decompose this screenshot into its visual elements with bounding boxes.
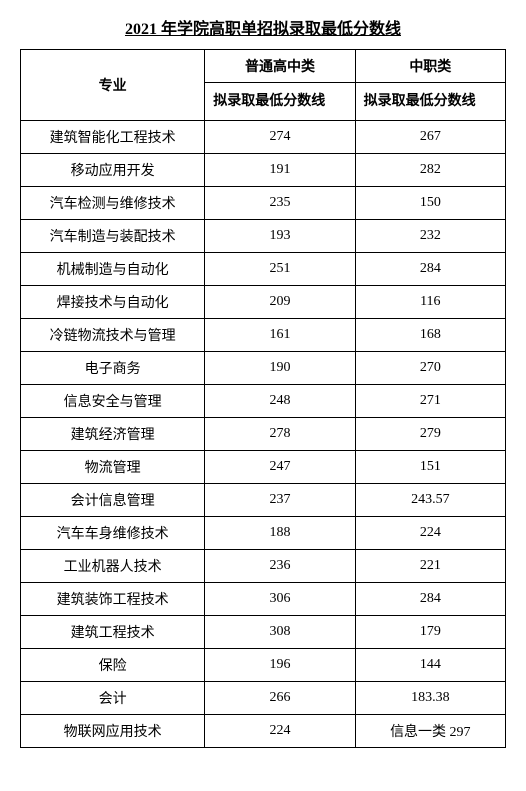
cell-score-1: 235 [205,187,355,220]
cell-major: 物联网应用技术 [21,715,205,748]
table-row: 汽车检测与维修技术235150 [21,187,506,220]
cell-score-1: 306 [205,583,355,616]
table-row: 汽车车身维修技术188224 [21,517,506,550]
cell-major: 保险 [21,649,205,682]
cell-score-1: 278 [205,418,355,451]
cell-major: 移动应用开发 [21,154,205,187]
cell-score-2: 243.57 [355,484,505,517]
table-row: 建筑装饰工程技术306284 [21,583,506,616]
cell-major: 物流管理 [21,451,205,484]
cell-score-2: 270 [355,352,505,385]
table-row: 焊接技术与自动化209116 [21,286,506,319]
table-row: 建筑经济管理278279 [21,418,506,451]
cell-score-2: 183.38 [355,682,505,715]
header-sub-2: 拟录取最低分数线 [355,83,505,121]
cell-major: 工业机器人技术 [21,550,205,583]
cell-major: 汽车车身维修技术 [21,517,205,550]
cell-score-2: 信息一类 297 [355,715,505,748]
table-row: 会计266183.38 [21,682,506,715]
cell-major: 汽车制造与装配技术 [21,220,205,253]
cell-major: 会计 [21,682,205,715]
cell-score-1: 274 [205,121,355,154]
table-row: 移动应用开发191282 [21,154,506,187]
table-row: 会计信息管理237243.57 [21,484,506,517]
table-row: 建筑工程技术308179 [21,616,506,649]
table-row: 建筑智能化工程技术274267 [21,121,506,154]
cell-major: 建筑智能化工程技术 [21,121,205,154]
cell-score-1: 266 [205,682,355,715]
cell-score-2: 221 [355,550,505,583]
cell-score-1: 247 [205,451,355,484]
cell-score-1: 248 [205,385,355,418]
table-header-row-1: 专业 普通高中类 中职类 [21,50,506,83]
score-table: 专业 普通高中类 中职类 拟录取最低分数线 拟录取最低分数线 建筑智能化工程技术… [20,49,506,748]
cell-score-1: 237 [205,484,355,517]
table-row: 物联网应用技术224信息一类 297 [21,715,506,748]
cell-major: 汽车检测与维修技术 [21,187,205,220]
cell-score-2: 150 [355,187,505,220]
cell-score-2: 279 [355,418,505,451]
cell-score-1: 161 [205,319,355,352]
cell-score-2: 267 [355,121,505,154]
table-row: 机械制造与自动化251284 [21,253,506,286]
cell-score-1: 191 [205,154,355,187]
table-row: 保险196144 [21,649,506,682]
cell-major: 建筑装饰工程技术 [21,583,205,616]
cell-score-2: 282 [355,154,505,187]
cell-score-1: 209 [205,286,355,319]
cell-major: 电子商务 [21,352,205,385]
cell-score-2: 144 [355,649,505,682]
table-row: 电子商务190270 [21,352,506,385]
cell-score-1: 188 [205,517,355,550]
page-title: 2021 年学院高职单招拟录取最低分数线 [20,15,506,39]
cell-major: 信息安全与管理 [21,385,205,418]
cell-major: 焊接技术与自动化 [21,286,205,319]
cell-score-1: 308 [205,616,355,649]
cell-score-2: 168 [355,319,505,352]
table-row: 工业机器人技术236221 [21,550,506,583]
header-category-2: 中职类 [355,50,505,83]
header-major: 专业 [21,50,205,121]
cell-score-2: 284 [355,583,505,616]
table-row: 信息安全与管理248271 [21,385,506,418]
table-row: 汽车制造与装配技术193232 [21,220,506,253]
cell-score-2: 271 [355,385,505,418]
table-body: 建筑智能化工程技术274267移动应用开发191282汽车检测与维修技术2351… [21,121,506,748]
cell-major: 机械制造与自动化 [21,253,205,286]
table-row: 物流管理247151 [21,451,506,484]
header-sub-1: 拟录取最低分数线 [205,83,355,121]
cell-score-2: 224 [355,517,505,550]
cell-score-1: 251 [205,253,355,286]
cell-score-1: 224 [205,715,355,748]
cell-score-2: 116 [355,286,505,319]
table-row: 冷链物流技术与管理161168 [21,319,506,352]
cell-score-2: 151 [355,451,505,484]
cell-score-1: 236 [205,550,355,583]
cell-score-1: 196 [205,649,355,682]
cell-score-1: 190 [205,352,355,385]
cell-score-2: 179 [355,616,505,649]
header-category-1: 普通高中类 [205,50,355,83]
cell-major: 会计信息管理 [21,484,205,517]
cell-major: 建筑经济管理 [21,418,205,451]
cell-score-2: 284 [355,253,505,286]
cell-score-1: 193 [205,220,355,253]
cell-score-2: 232 [355,220,505,253]
cell-major: 建筑工程技术 [21,616,205,649]
cell-major: 冷链物流技术与管理 [21,319,205,352]
